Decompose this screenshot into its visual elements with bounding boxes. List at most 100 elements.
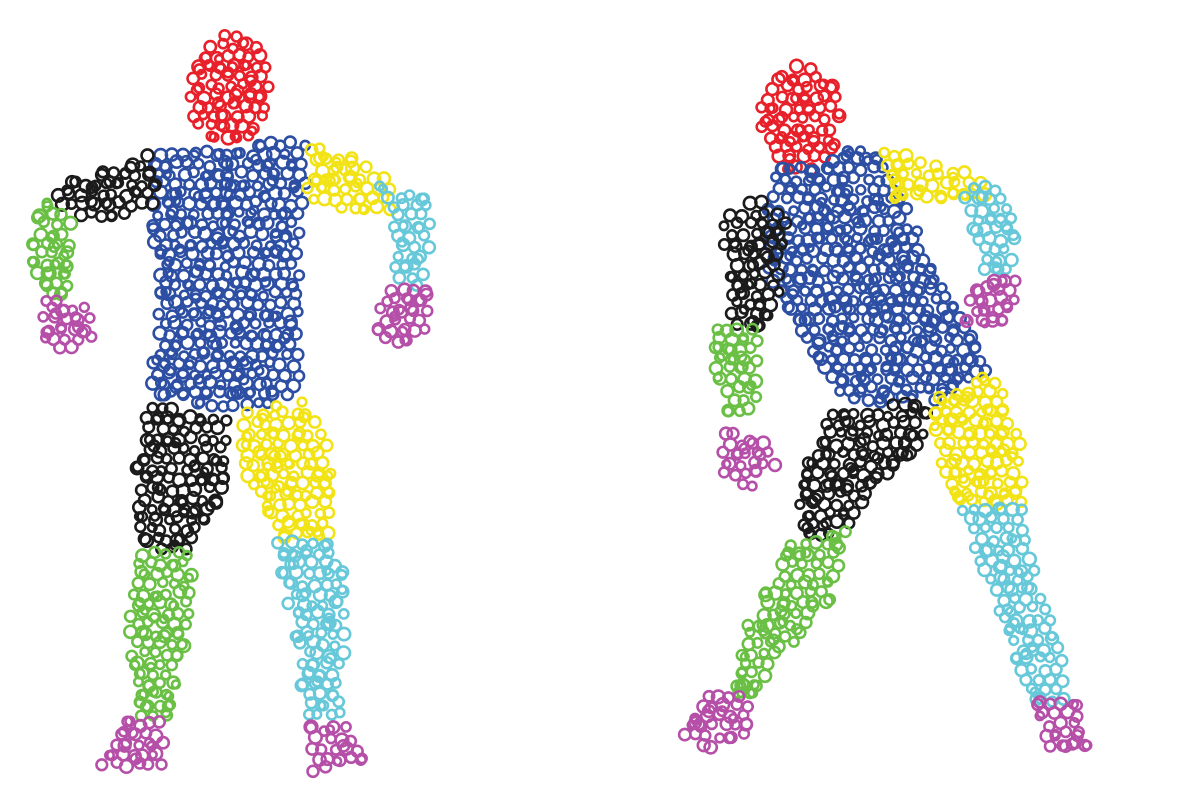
ring-marker (251, 180, 264, 192)
ring-marker (274, 295, 288, 310)
ring-marker (829, 498, 844, 513)
ring-marker (979, 317, 991, 329)
ring-marker (306, 764, 320, 779)
ring-marker (790, 623, 804, 636)
ring-marker (979, 522, 992, 534)
ring-marker (975, 190, 989, 204)
part-hand-right (37, 294, 98, 355)
ring-marker (277, 186, 292, 201)
ring-marker (773, 286, 785, 298)
ring-marker (152, 715, 167, 729)
ring-marker (190, 83, 204, 97)
ring-marker (291, 407, 305, 421)
ring-marker (207, 435, 219, 447)
ring-marker (333, 657, 345, 670)
ring-marker (828, 193, 840, 206)
ring-marker (796, 302, 808, 314)
ring-marker (787, 635, 800, 648)
ring-marker (61, 184, 74, 197)
ring-marker (855, 371, 867, 383)
ring-marker (354, 753, 367, 766)
ring-marker (229, 130, 241, 142)
ring-marker (319, 438, 334, 453)
ring-marker (996, 424, 1010, 439)
ring-marker (839, 415, 852, 428)
ring-marker (120, 737, 133, 750)
ring-marker (153, 558, 168, 573)
ring-marker (181, 295, 194, 308)
ring-marker (958, 473, 969, 485)
ring-marker (165, 385, 178, 398)
ring-marker (251, 298, 265, 312)
ring-marker (827, 546, 840, 559)
ring-marker (910, 167, 923, 179)
ring-marker (885, 353, 898, 365)
ring-marker (242, 129, 255, 142)
ring-marker (264, 196, 278, 210)
ring-marker (942, 436, 956, 451)
ring-marker (237, 236, 251, 250)
ring-marker (337, 608, 350, 620)
ring-marker (188, 459, 201, 472)
ring-marker (184, 90, 197, 103)
ring-marker (180, 257, 193, 270)
ring-marker (160, 706, 172, 719)
ring-marker (800, 605, 816, 621)
ring-marker (752, 238, 766, 252)
ring-marker (743, 434, 757, 448)
ring-marker (174, 185, 187, 198)
ring-marker (892, 375, 905, 388)
ring-marker (750, 354, 764, 368)
ring-marker (836, 335, 848, 347)
ring-marker (879, 427, 894, 442)
ring-marker (54, 227, 69, 242)
ring-marker (286, 548, 299, 560)
ring-marker (817, 89, 831, 103)
ring-marker (822, 447, 836, 461)
ring-marker (183, 607, 195, 620)
ring-marker (824, 506, 836, 519)
ring-marker (144, 195, 160, 211)
ring-marker (978, 543, 993, 559)
ring-marker (1031, 614, 1045, 627)
ring-marker (996, 403, 1010, 417)
ring-marker (1019, 673, 1033, 687)
ring-marker (187, 307, 200, 319)
ring-marker (877, 224, 891, 237)
ring-marker (26, 237, 40, 251)
ring-marker (722, 456, 737, 471)
ring-marker (853, 341, 865, 353)
ring-marker (340, 721, 352, 733)
ring-marker (311, 669, 326, 684)
ring-marker (292, 226, 306, 240)
ring-marker (1008, 274, 1022, 288)
ring-marker (262, 490, 273, 502)
ring-marker (929, 421, 940, 432)
ring-marker (137, 531, 152, 546)
ring-marker (867, 159, 882, 174)
ring-marker (1000, 298, 1013, 312)
ring-marker (281, 514, 296, 529)
ring-marker (868, 192, 881, 206)
ring-marker (959, 361, 971, 374)
ring-marker (59, 268, 71, 280)
ring-marker (158, 613, 170, 625)
ring-marker (105, 209, 118, 223)
ring-marker (211, 96, 226, 110)
ring-marker (878, 309, 892, 323)
ring-marker (300, 429, 314, 442)
ring-marker (745, 380, 757, 391)
ring-marker (251, 158, 266, 173)
ring-marker (991, 477, 1004, 490)
ring-marker (285, 257, 298, 270)
ring-marker (962, 464, 975, 476)
ring-marker (197, 109, 209, 121)
ring-marker (1012, 436, 1027, 452)
ring-marker (320, 677, 335, 691)
ring-marker (238, 255, 252, 270)
part-upper-arm-right (50, 148, 162, 223)
ring-marker (745, 322, 760, 336)
ring-marker (831, 361, 844, 373)
ring-marker (1007, 229, 1020, 242)
ring-marker (813, 211, 825, 222)
